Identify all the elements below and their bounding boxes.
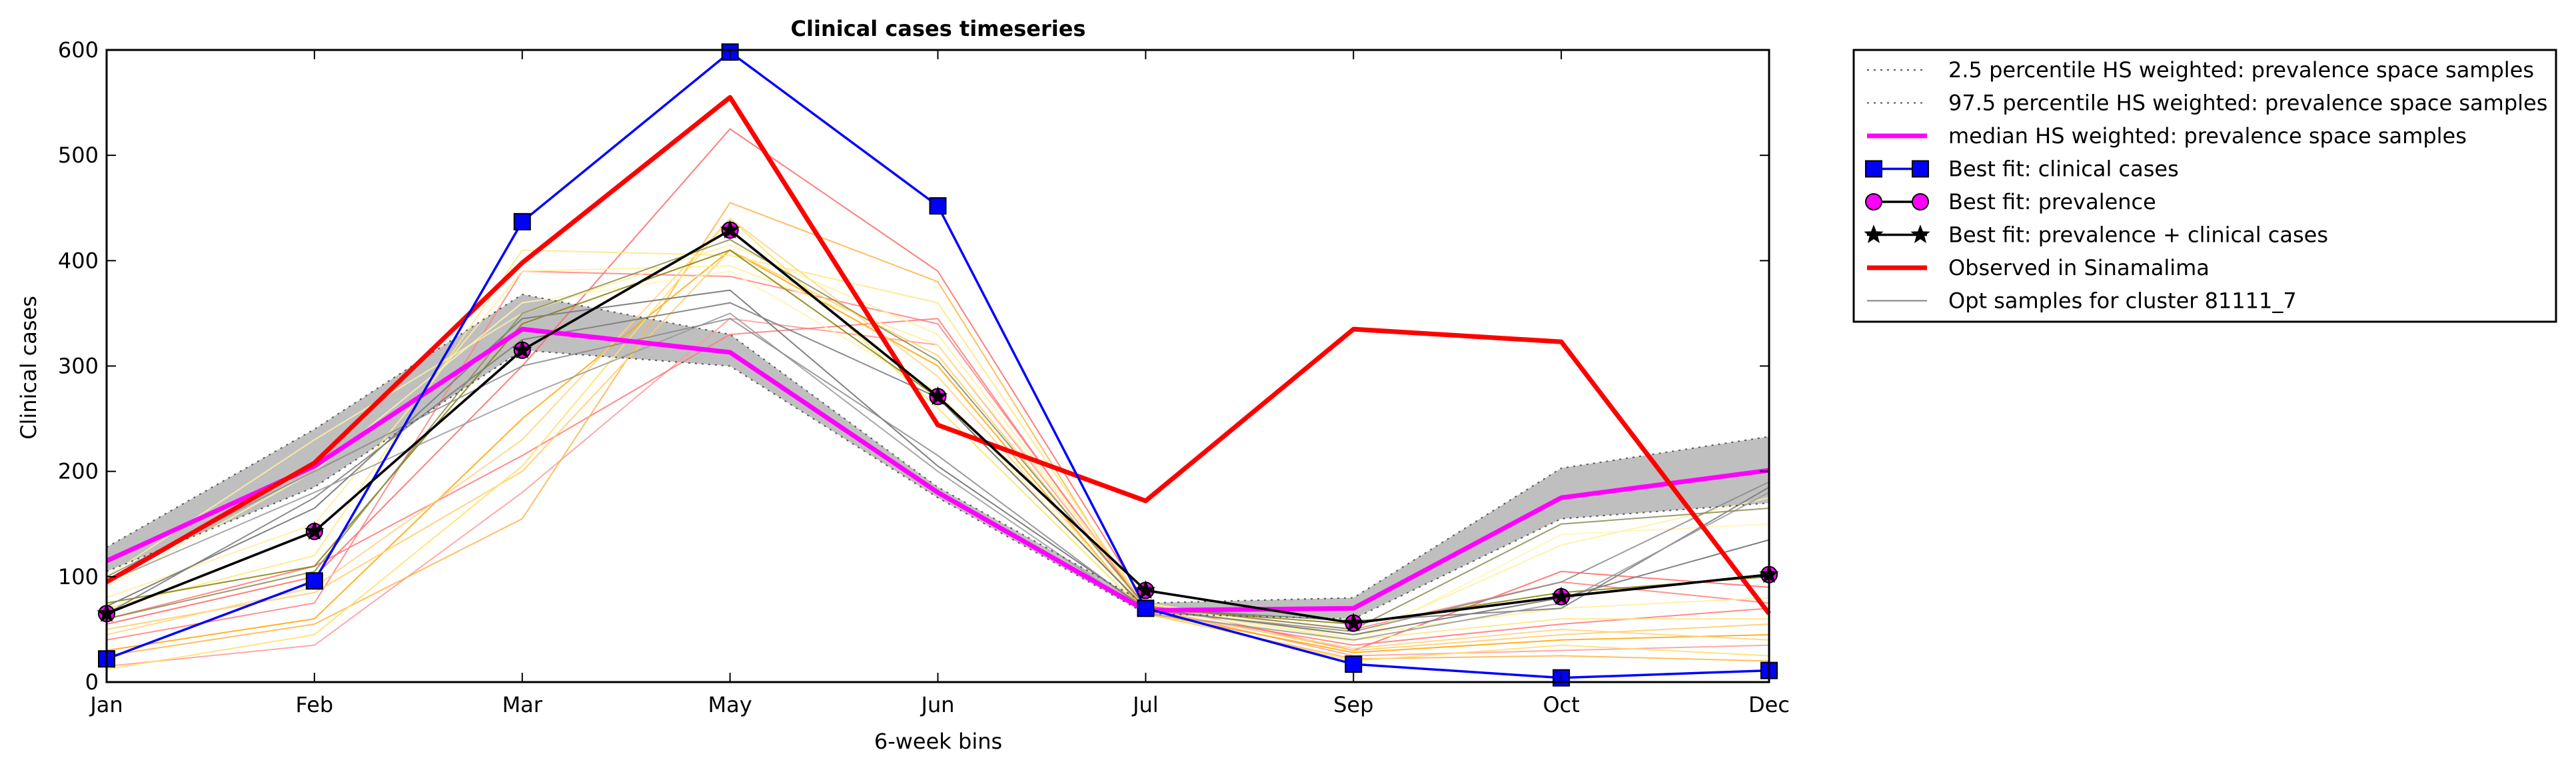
y-tick-label-3: 200 — [58, 459, 99, 484]
legend-label-3: median HS weighted: prevalence space sam… — [1948, 123, 2467, 149]
chart-title: Clinical cases timeseries — [791, 16, 1086, 41]
series-line-8 — [106, 289, 1770, 635]
series-line-4 — [106, 51, 1770, 679]
series-6-point-7 — [1343, 612, 1363, 631]
series-6-point-5 — [928, 386, 948, 405]
series-6-point-3 — [512, 340, 532, 359]
legend-marker-b-5 — [1912, 193, 1929, 210]
sample-line-17 — [106, 318, 1770, 633]
series-4-point-3 — [513, 212, 531, 230]
series-4-point-2 — [305, 572, 323, 590]
sample-line-10 — [106, 265, 1770, 635]
series-4-point-5 — [929, 197, 947, 215]
series-line-2 — [106, 293, 1770, 604]
legend-marker-b-4 — [1912, 160, 1929, 178]
series-line-1 — [106, 349, 1770, 620]
legend: 2.5 percentile HS weighted: prevalence s… — [1852, 49, 2557, 323]
legend-label-7: Observed in Sinamalima — [1948, 255, 2210, 280]
series-6-point-4 — [720, 220, 740, 238]
legend-label-5: Best fit: prevalence — [1948, 189, 2156, 214]
plot-area: 0 100 200 300 400 500 600 Jan Feb Mar May Jun Jul Sep… — [58, 37, 1790, 717]
legend-box — [1852, 49, 2557, 323]
series-6-point-2 — [305, 521, 324, 540]
sample-line-9 — [106, 249, 1769, 641]
sample-line-12 — [106, 217, 1770, 671]
y-tick-label-2: 100 — [58, 564, 99, 589]
x-tick-label-3: Mar — [502, 692, 543, 717]
y-tick-label-6: 500 — [58, 143, 99, 168]
x-tick-label-5: Jun — [920, 692, 955, 717]
legend-marker-a-5 — [1865, 193, 1882, 210]
sample-line-7 — [106, 249, 1770, 651]
series-line-3 — [105, 326, 1770, 613]
legend-label-8: Opt samples for cluster 81111_7 — [1948, 288, 2297, 314]
legend-marker-a-6 — [1864, 224, 1884, 243]
x-tick-label-1: Jan — [89, 692, 123, 717]
series-4-point-7 — [1345, 655, 1363, 673]
sample-line-8 — [106, 217, 1770, 649]
percentile-band — [107, 294, 1769, 619]
series-6-point-8 — [1551, 586, 1571, 605]
series-6-point-6 — [1135, 579, 1156, 599]
sample-line-4 — [106, 318, 1770, 646]
y-axis-label: Clinical cases — [16, 296, 41, 440]
y-tick-label-5: 400 — [58, 248, 99, 273]
x-tick-label-7: Sep — [1333, 692, 1373, 717]
legend-marker-b-6 — [1910, 224, 1930, 243]
legend-marker-a-4 — [1865, 160, 1882, 178]
sample-line-6 — [106, 202, 1770, 662]
series-4-point-6 — [1137, 599, 1155, 617]
legend-label-2: 97.5 percentile HS weighted: prevalence … — [1948, 91, 2547, 116]
legend-label-4: Best fit: clinical cases — [1948, 157, 2179, 182]
y-tick-label-4: 300 — [58, 354, 99, 379]
x-tick-label-8: Oct — [1543, 692, 1579, 717]
x-tick-label-4: May — [708, 692, 752, 717]
x-tick-label-9: Dec — [1748, 692, 1790, 717]
sample-line-15 — [106, 302, 1770, 622]
y-tick-label-1: 0 — [85, 669, 99, 695]
x-axis-label: 6-week bins — [874, 729, 1002, 754]
x-tick-label-2: Feb — [296, 692, 334, 717]
series-line-7 — [105, 95, 1771, 615]
y-tick-label-7: 600 — [58, 37, 99, 63]
x-tick-label-6: Jul — [1131, 692, 1159, 717]
legend-label-6: Best fit: prevalence + clinical cases — [1948, 222, 2328, 248]
sample-line-2 — [106, 270, 1770, 641]
legend-label-1: 2.5 percentile HS weighted: prevalence s… — [1948, 57, 2534, 83]
sample-line-18 — [106, 238, 1770, 630]
